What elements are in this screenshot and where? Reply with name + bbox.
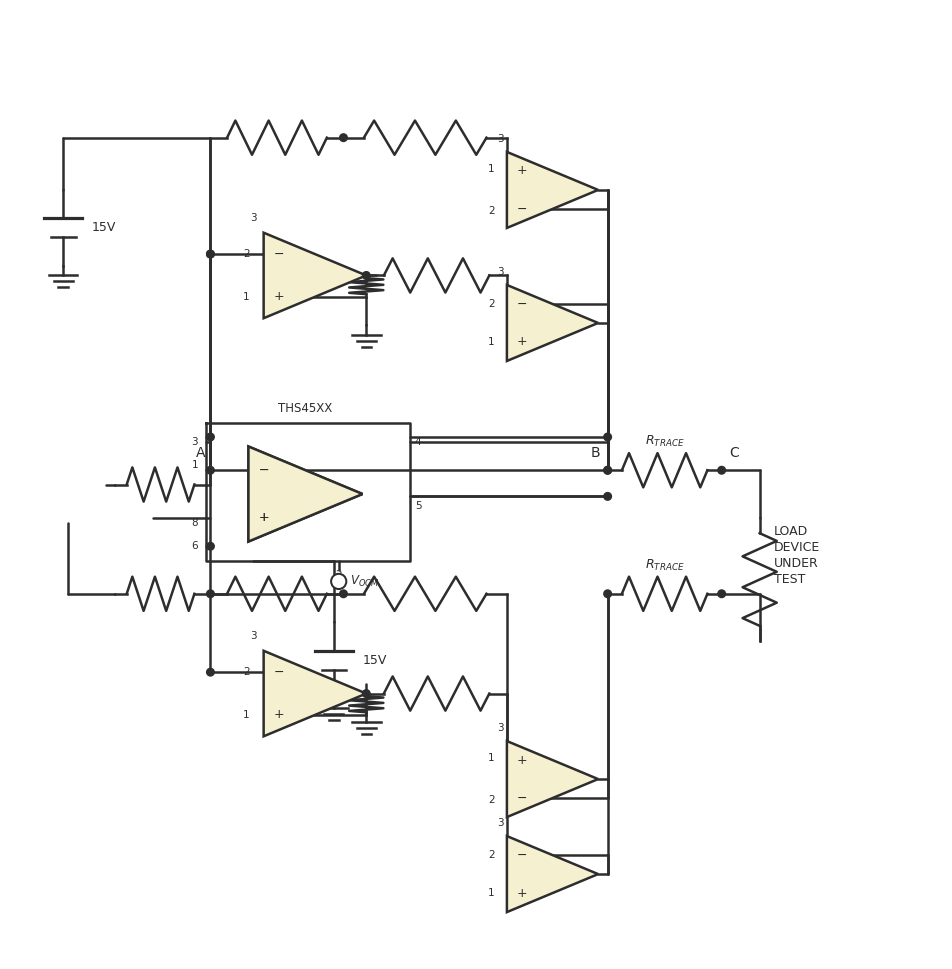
Text: 8: 8 [191, 517, 198, 527]
Text: 2: 2 [487, 850, 494, 860]
Text: −: − [516, 297, 526, 310]
Text: 2: 2 [243, 249, 249, 259]
Circle shape [604, 590, 611, 598]
Text: 3: 3 [496, 724, 503, 734]
Circle shape [339, 590, 347, 598]
Polygon shape [506, 285, 598, 361]
Text: +: + [516, 335, 526, 349]
Text: −: − [273, 247, 284, 261]
Text: −: − [273, 666, 284, 678]
Text: 3: 3 [249, 631, 256, 641]
Text: 1: 1 [243, 292, 249, 301]
Text: 3: 3 [249, 213, 256, 223]
Text: +: + [516, 887, 526, 899]
Polygon shape [264, 233, 366, 318]
Text: $V_{OCM}$: $V_{OCM}$ [349, 574, 379, 589]
Text: 1: 1 [487, 164, 494, 174]
Text: +: + [258, 512, 268, 524]
Text: 3: 3 [191, 437, 198, 447]
Text: 3: 3 [496, 135, 503, 144]
Text: 5: 5 [414, 501, 421, 511]
Text: 2: 2 [487, 795, 494, 805]
Text: 2: 2 [243, 668, 249, 677]
Polygon shape [506, 152, 598, 228]
Circle shape [604, 492, 611, 500]
Circle shape [717, 590, 724, 598]
Circle shape [207, 543, 214, 550]
Text: −: − [516, 203, 526, 215]
Text: +: + [516, 754, 526, 766]
Text: $R_{TRACE}$: $R_{TRACE}$ [645, 434, 684, 450]
Circle shape [207, 466, 214, 474]
Circle shape [330, 574, 346, 589]
Circle shape [604, 433, 611, 441]
Text: +: + [258, 512, 268, 524]
Text: THS45XX: THS45XX [278, 402, 332, 415]
Polygon shape [506, 836, 598, 912]
Text: $R_{TRACE}$: $R_{TRACE}$ [645, 558, 684, 573]
Circle shape [604, 466, 611, 474]
Circle shape [604, 466, 611, 474]
Text: 3: 3 [496, 819, 503, 828]
Polygon shape [248, 447, 362, 542]
Polygon shape [506, 741, 598, 817]
Circle shape [362, 271, 369, 279]
Text: A: A [196, 446, 206, 460]
Text: 2: 2 [487, 205, 494, 216]
Text: −: − [258, 464, 268, 477]
Text: −: − [516, 849, 526, 861]
Text: +: + [273, 708, 284, 722]
Text: 2: 2 [487, 299, 494, 309]
Circle shape [717, 466, 724, 474]
Text: −: − [258, 464, 268, 477]
Text: 1: 1 [487, 337, 494, 347]
Text: −: − [516, 792, 526, 804]
Circle shape [362, 690, 369, 698]
Text: 1: 1 [487, 889, 494, 898]
Text: C: C [728, 446, 738, 460]
Text: +: + [516, 165, 526, 177]
Circle shape [207, 250, 214, 258]
Circle shape [207, 250, 214, 258]
Circle shape [207, 669, 214, 676]
Polygon shape [264, 651, 366, 736]
Text: +: + [273, 291, 284, 303]
Polygon shape [248, 447, 362, 542]
Text: 15V: 15V [91, 222, 116, 234]
Text: 1: 1 [487, 753, 494, 764]
Text: 6: 6 [191, 542, 198, 551]
Circle shape [207, 433, 214, 441]
Circle shape [207, 590, 214, 598]
Text: 1: 1 [243, 710, 249, 720]
Text: 4: 4 [414, 437, 421, 447]
Text: 3: 3 [496, 267, 503, 277]
Text: 1: 1 [191, 460, 198, 471]
Text: LOAD
DEVICE
UNDER
TEST: LOAD DEVICE UNDER TEST [773, 525, 820, 586]
Text: B: B [590, 446, 600, 460]
Text: 2: 2 [335, 570, 342, 580]
Circle shape [339, 134, 347, 141]
Text: 15V: 15V [362, 654, 387, 667]
